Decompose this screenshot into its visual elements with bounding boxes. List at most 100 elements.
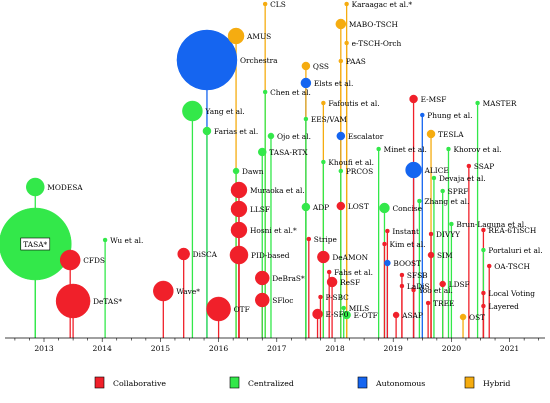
point-ladis (399, 283, 405, 289)
label-mils: MILS (349, 304, 369, 313)
label-paas: PAAS (346, 57, 366, 66)
point-e-msf (409, 94, 418, 104)
point-brun-laguna-et-al (449, 221, 454, 227)
point-wu-et-al (102, 237, 108, 243)
point-tasa-rtx (258, 147, 267, 157)
x-tick-label-2020: 2020 (442, 344, 461, 353)
point-devaja-et-al (431, 175, 437, 181)
legend-swatch-collaborative (94, 376, 105, 389)
point-instant (385, 228, 390, 234)
x-tick-label-2021: 2021 (500, 344, 519, 353)
label-portaluri-et-al: Portaluri et al. (488, 246, 542, 255)
label-stripe: Stripe (314, 235, 337, 244)
point-e-sf0 (312, 308, 323, 320)
legend-swatch-hybrid (464, 376, 475, 389)
label-ldsf: LDSF (449, 280, 470, 289)
label-zhang-et-al: Zhang et al. (424, 197, 469, 206)
label-ladis: LaDiS (407, 282, 430, 291)
label-e-msf: E-MSF (421, 95, 447, 104)
legend-label-autonomous: Autonomous (375, 379, 425, 388)
label-ssap: SSAP (474, 162, 494, 171)
point-yang-et-al (182, 100, 203, 122)
point-paas (338, 58, 344, 64)
label-cls: CLS (270, 0, 286, 9)
point-cfds (59, 249, 81, 271)
point-ssap (466, 163, 472, 169)
point-tesla (426, 129, 436, 139)
x-tick-label-2019: 2019 (384, 344, 403, 353)
label-e-sf0: E-SF0 (326, 310, 349, 319)
point-disca (177, 247, 190, 261)
label-yang-et-al: Yang et al. (204, 107, 244, 116)
label-tree: TREE (433, 299, 454, 308)
point-adp (301, 202, 311, 212)
label-qss: QSS (313, 62, 329, 71)
label-chen-et-al: Chen et al. (270, 88, 311, 97)
label-llsf: LLSF (250, 205, 270, 214)
label-debras: DeBraS* (272, 274, 305, 283)
point-boost (384, 259, 391, 267)
label-muraoka-et-al: Muraoka et al. (250, 186, 305, 195)
label-divyy: DIVYY (436, 230, 460, 239)
label-pid-based: PID-based (251, 251, 290, 260)
point-fahs-et-al (326, 269, 332, 275)
label-sfloc: SFloc (272, 296, 293, 305)
point-prcos (338, 168, 344, 174)
point-lost (336, 201, 346, 211)
label-sprf: SPRF (448, 187, 469, 196)
label-instant: Instant (392, 227, 419, 236)
point-alice (405, 161, 422, 179)
point-ost (459, 313, 467, 321)
point-modesa (26, 177, 45, 197)
label-concise: Concise (392, 204, 422, 213)
label-hosni-et-al: Hosni et al.* (250, 226, 297, 235)
point-kim-et-al (382, 241, 387, 247)
point-deamon (317, 250, 330, 264)
point-mabo-tsch (335, 18, 347, 30)
legend-label-collaborative: Collaborative (113, 379, 166, 388)
point-elsts-et-al (300, 77, 312, 89)
x-tick-label-2018: 2018 (325, 344, 344, 353)
label-ost: OST (469, 313, 485, 322)
label-ees-vam: EES/VAM (311, 115, 348, 124)
point-wave (153, 280, 174, 302)
point-karaagac-et-al (344, 1, 349, 7)
point-muraoka-et-al (230, 181, 248, 199)
label-master: MASTER (483, 99, 517, 108)
label-modesa: MODESA (47, 183, 83, 192)
label-sfsb: SFSB (407, 271, 428, 280)
point-fafoutis-et-al (321, 100, 326, 106)
legend-swatch-autonomous (357, 376, 368, 389)
label-adp: ADP (312, 203, 329, 212)
point-sim (427, 251, 435, 259)
x-tick-label-2013: 2013 (34, 344, 53, 353)
legend: Collaborative Centralized Autonomous Hybrid (94, 376, 510, 389)
point-portaluri-et-al (481, 247, 486, 253)
point-chen-et-al (262, 89, 268, 95)
point-yoo-et-al (411, 287, 416, 293)
point-farias-et-al (202, 126, 212, 136)
point-amus (227, 27, 245, 45)
dots-layer (0, 1, 492, 322)
point-khoufi-et-al (321, 159, 326, 165)
label-e-otf: E-OTF (354, 311, 378, 320)
point-hosni-et-al (230, 221, 248, 239)
label-kim-et-al: Kim et al. (389, 240, 425, 249)
label-local-voting: Local Voting (488, 289, 535, 298)
legend-swatch-centralized (229, 376, 240, 389)
label-alice: ALICE (424, 166, 449, 175)
point-e-tsch-orch (344, 40, 349, 46)
point-tree (425, 300, 431, 306)
point-sprf (440, 188, 445, 194)
point-cls (262, 1, 268, 7)
label-elsts-et-al: Elsts et al. (314, 79, 353, 88)
label-tasa-rtx: TASA-RTX (269, 148, 308, 157)
point-detas (55, 283, 91, 319)
point-debras (255, 270, 270, 286)
point-asap (392, 311, 400, 319)
label-sim: SIM (437, 251, 453, 260)
label-fafoutis-et-al: Fafoutis et al. (328, 99, 379, 108)
label-asap: ASAP (401, 311, 423, 320)
point-p-sbc (318, 294, 323, 300)
